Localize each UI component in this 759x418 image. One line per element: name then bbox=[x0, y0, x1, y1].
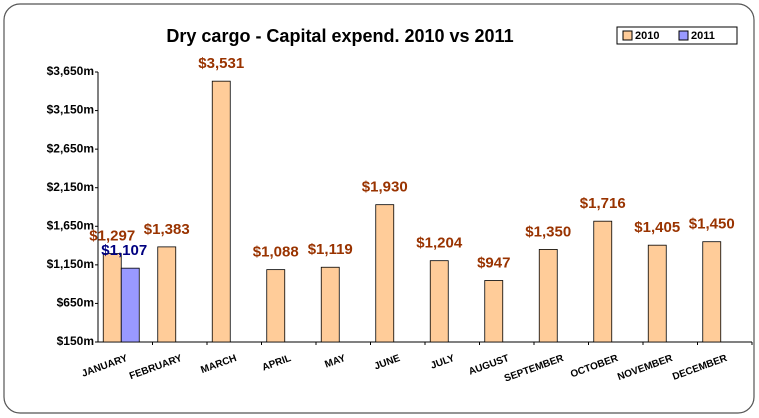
y-tick-label: $1,150m bbox=[47, 257, 94, 271]
data-label: $1,350 bbox=[525, 223, 571, 240]
bar bbox=[320, 266, 340, 343]
legend-label: 2011 bbox=[691, 30, 715, 42]
bar bbox=[211, 80, 231, 343]
legend-box bbox=[616, 26, 738, 45]
bar bbox=[647, 244, 667, 343]
data-label: $1,297 bbox=[89, 227, 135, 244]
chart-title: Dry cargo - Capital expend. 2010 vs 2011 bbox=[166, 26, 513, 46]
y-tick-label: $3,650m bbox=[47, 64, 94, 78]
data-label: $1,383 bbox=[144, 221, 190, 238]
bar bbox=[484, 280, 504, 343]
data-label: $1,119 bbox=[308, 241, 353, 258]
data-label: $1,405 bbox=[634, 219, 680, 236]
legend-swatch bbox=[678, 30, 689, 41]
bar bbox=[157, 246, 177, 343]
legend-swatch bbox=[622, 30, 633, 41]
bar bbox=[593, 220, 613, 343]
bar bbox=[102, 253, 122, 343]
bar bbox=[266, 269, 286, 343]
y-tick-label: $3,150m bbox=[47, 103, 94, 117]
y-tick-label: $650m bbox=[57, 296, 94, 310]
bar bbox=[702, 241, 722, 343]
y-tick-label: $2,650m bbox=[47, 141, 94, 155]
data-label: $947 bbox=[477, 254, 510, 271]
y-tick-label: $150m bbox=[57, 334, 94, 348]
data-label: $1,088 bbox=[253, 244, 299, 261]
bar bbox=[375, 204, 395, 343]
data-label: $1,204 bbox=[416, 235, 463, 252]
data-label: $1,716 bbox=[580, 195, 626, 212]
bar bbox=[429, 260, 449, 343]
y-tick-label: $1,650m bbox=[47, 218, 94, 232]
data-label: $3,531 bbox=[198, 55, 244, 72]
y-tick-label: $2,150m bbox=[47, 180, 94, 194]
legend-label: 2010 bbox=[635, 30, 659, 42]
bar bbox=[538, 249, 558, 343]
bar bbox=[120, 267, 140, 343]
data-label: $1,107 bbox=[101, 242, 147, 259]
data-label: $1,930 bbox=[362, 179, 408, 196]
data-label: $1,450 bbox=[689, 216, 735, 233]
